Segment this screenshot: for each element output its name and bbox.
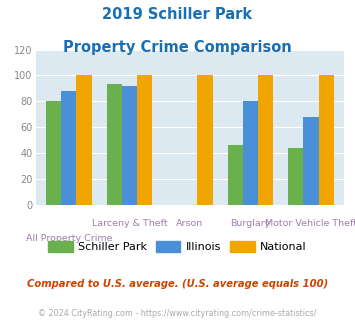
Text: Burglary: Burglary	[230, 219, 271, 228]
Bar	[258, 75, 273, 205]
Text: Property Crime Comparison: Property Crime Comparison	[63, 40, 292, 54]
Bar	[197, 75, 213, 205]
Bar	[228, 145, 243, 205]
Bar	[106, 84, 122, 205]
Text: All Property Crime: All Property Crime	[26, 234, 112, 243]
Bar	[304, 117, 319, 205]
Bar	[122, 86, 137, 205]
Legend: Schiller Park, Illinois, National: Schiller Park, Illinois, National	[44, 237, 311, 256]
Text: Compared to U.S. average. (U.S. average equals 100): Compared to U.S. average. (U.S. average …	[27, 279, 328, 289]
Bar	[61, 91, 76, 205]
Text: © 2024 CityRating.com - https://www.cityrating.com/crime-statistics/: © 2024 CityRating.com - https://www.city…	[38, 309, 317, 317]
Text: 2019 Schiller Park: 2019 Schiller Park	[103, 7, 252, 21]
Bar	[46, 101, 61, 205]
Bar	[288, 148, 304, 205]
Text: Motor Vehicle Theft: Motor Vehicle Theft	[265, 219, 355, 228]
Bar	[243, 101, 258, 205]
Bar	[319, 75, 334, 205]
Bar	[76, 75, 92, 205]
Bar	[137, 75, 152, 205]
Text: Arson: Arson	[176, 219, 203, 228]
Text: Larceny & Theft: Larceny & Theft	[92, 219, 167, 228]
